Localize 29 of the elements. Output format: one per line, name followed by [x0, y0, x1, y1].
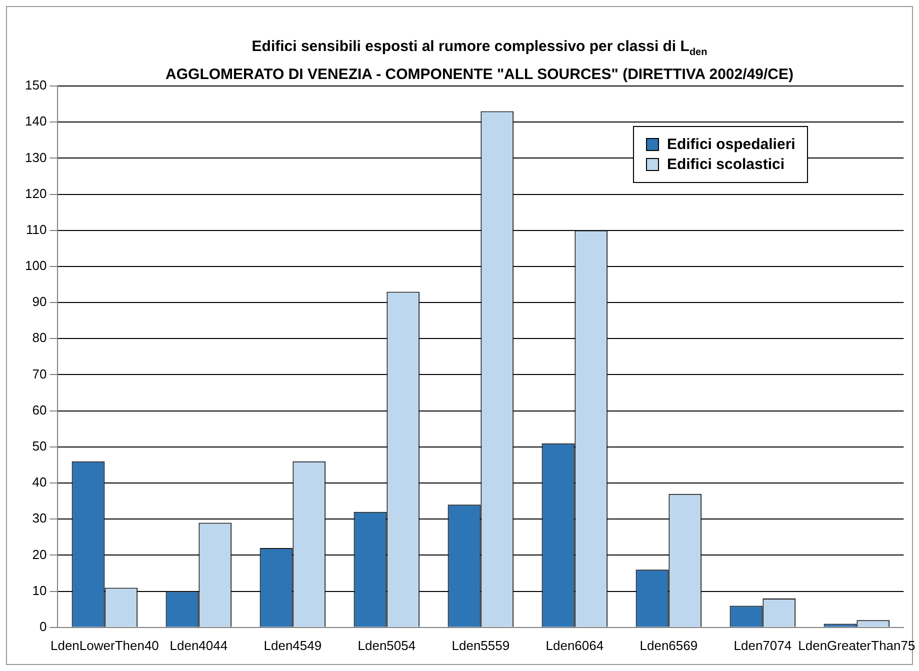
x-tick-label: Lden6064 — [546, 638, 604, 653]
x-tick-label: LdenLowerThen40 — [50, 638, 159, 653]
legend-label: Edifici scolastici — [666, 156, 784, 173]
legend-label: Edifici ospedalieri — [666, 136, 796, 153]
x-tick-label: Lden5054 — [358, 638, 416, 653]
y-tick-label: 20 — [32, 546, 47, 562]
x-tick-label: Lden5559 — [452, 638, 510, 653]
y-tick-label: 0 — [39, 618, 47, 634]
y-tick-label: 10 — [32, 582, 47, 598]
y-tick-label: 40 — [32, 474, 47, 490]
y-tick-label: 70 — [32, 366, 47, 382]
y-tick-label: 150 — [24, 78, 47, 93]
y-tick-label: 30 — [32, 510, 47, 526]
y-tick-label: 90 — [32, 294, 47, 310]
y-tick-label: 100 — [24, 258, 47, 274]
y-tick-label: 130 — [24, 150, 47, 165]
x-tick-label: Lden7074 — [734, 638, 792, 653]
y-tick-label: 120 — [24, 186, 47, 201]
chart-subtitle: AGGLOMERATO DI VENEZIA - COMPONENTE "ALL SOURCES" (DIRETTIVA 2002/49/CE) — [164, 65, 794, 85]
x-tick-label: LdenGreaterThan75 — [798, 638, 916, 653]
x-tick-label: Lden4549 — [264, 638, 322, 653]
x-tick-label: Lden4044 — [170, 638, 228, 653]
y-tick-label: 60 — [32, 402, 47, 418]
x-tick-label: Lden6569 — [640, 638, 698, 653]
y-tick-label: 50 — [32, 438, 47, 454]
y-tick-label: 80 — [32, 330, 47, 346]
y-tick-label: 110 — [26, 222, 47, 237]
y-tick-label: 140 — [24, 114, 47, 129]
chart-title: Edifici sensibili esposti al rumore complessivo per classi di L$_{den}$ — [250, 37, 708, 60]
